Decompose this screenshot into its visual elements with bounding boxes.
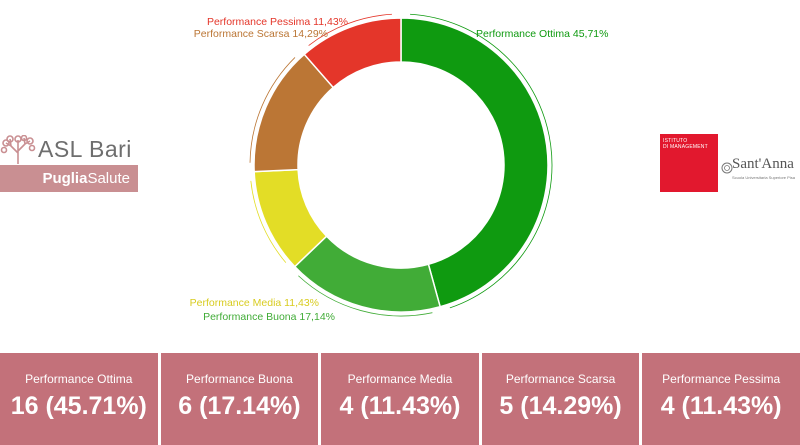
- asl-band-regular: Salute: [87, 170, 130, 187]
- slice-pessima: [303, 17, 402, 89]
- santanna-box-line-2: DI MANAGEMENT: [663, 144, 708, 150]
- santanna-logo: ISTITUTO DI MANAGEMENT Sant'Anna Scuola …: [660, 134, 800, 194]
- stat-label: Performance Pessima: [662, 372, 781, 386]
- stat-card-pessima: Performance Pessima 4 (11.43%): [642, 353, 800, 445]
- slice-buona-label: Performance Buona 17,14%: [203, 311, 335, 323]
- stat-value: 6 (17.14%): [178, 392, 301, 420]
- seal-icon: [721, 162, 733, 174]
- stat-value: 16 (45.71%): [10, 392, 147, 420]
- asl-band-bold: Puglia: [42, 170, 88, 187]
- stat-card-media: Performance Media 4 (11.43%): [321, 353, 479, 445]
- slice-scarsa-label: Performance Scarsa 14,29%: [194, 28, 328, 40]
- stats-bar: Performance Ottima 16 (45.71%) Performan…: [0, 353, 800, 445]
- stat-label: Performance Scarsa: [505, 372, 616, 386]
- slice-ottima-guide: [410, 13, 553, 309]
- stat-value: 4 (11.43%): [660, 392, 782, 420]
- stat-card-buona: Performance Buona 6 (17.14%): [160, 353, 319, 445]
- slice-media-guide: [250, 180, 287, 263]
- slice-media-label: Performance Media 11,43%: [190, 297, 319, 309]
- slice-ottima-label: Performance Ottima 45,71%: [476, 28, 608, 40]
- slice-pessima-label: Performance Pessima 11,43%: [207, 16, 348, 28]
- slice-ottima: [400, 17, 549, 308]
- stat-card-scarsa: Performance Scarsa 5 (14.29%): [481, 353, 640, 445]
- stat-value: 4 (11.43%): [339, 392, 461, 420]
- donut-chart: Performance Ottima 45,71% Performance Buo…: [190, 13, 608, 323]
- santanna-name: Sant'Anna: [732, 156, 794, 172]
- slice-scarsa-guide: [249, 57, 296, 163]
- asl-name: ASL Bari: [38, 136, 132, 162]
- stat-label: Performance Ottima: [25, 372, 133, 386]
- asl-bari-logo: ASL Bari PugliaSalute: [0, 133, 140, 193]
- stat-card-ottima: Performance Ottima 16 (45.71%): [0, 353, 158, 445]
- santanna-subtitle: Scuola Universitaria Superiore Pisa: [732, 175, 795, 180]
- stat-label: Performance Buona: [186, 372, 293, 386]
- stat-label: Performance Media: [347, 372, 453, 386]
- slice-buona-guide: [298, 275, 433, 317]
- stat-value: 5 (14.29%): [499, 392, 622, 420]
- tree-icon: [0, 135, 36, 164]
- santanna-box: ISTITUTO DI MANAGEMENT: [660, 134, 718, 192]
- slice-pessima-guide: [308, 13, 392, 46]
- asl-band: PugliaSalute: [0, 165, 138, 192]
- santanna-box-line-1: ISTITUTO: [663, 138, 688, 144]
